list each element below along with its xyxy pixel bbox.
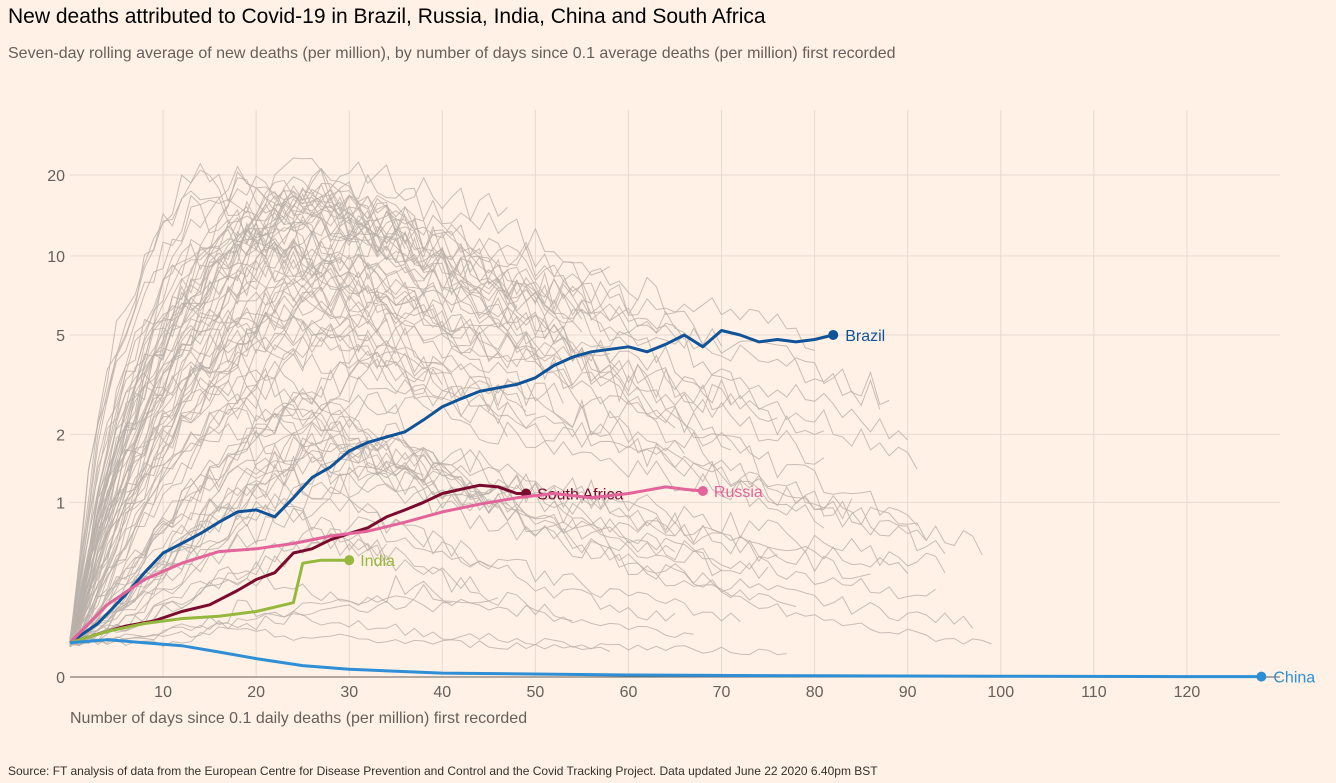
other-country-line — [69, 169, 946, 643]
other-country-line — [69, 173, 611, 640]
other-country-line — [69, 225, 387, 642]
other-country-line — [69, 201, 406, 640]
other-country-line — [69, 309, 443, 646]
other-country-line — [69, 214, 890, 647]
other-country-line — [69, 200, 555, 644]
other-country-line — [69, 221, 462, 645]
chart-title: New deaths attributed to Covid-19 in Bra… — [8, 5, 766, 28]
series-label-india: India — [360, 553, 395, 570]
other-country-line — [69, 294, 574, 639]
other-country-line — [69, 407, 909, 641]
other-country-line — [69, 267, 387, 643]
series-end-point-brazil — [828, 329, 839, 340]
other-country-line — [69, 351, 508, 644]
x-tick-label: 90 — [899, 684, 917, 701]
other-country-line — [69, 448, 676, 647]
x-tick-label: 40 — [433, 684, 451, 701]
other-country-line — [69, 436, 369, 641]
other-country-line — [69, 583, 499, 644]
other-countries — [69, 157, 992, 656]
other-country-line — [69, 194, 592, 647]
x-tick-label: 60 — [620, 684, 638, 701]
other-country-line — [69, 194, 480, 640]
other-country-line — [69, 243, 369, 640]
series-label-china: China — [1273, 670, 1315, 687]
y-tick-label: 5 — [56, 328, 65, 345]
y-tick-label: 10 — [47, 249, 65, 266]
series-line-india — [69, 558, 350, 645]
other-country-line — [69, 466, 741, 644]
other-country-line — [69, 282, 676, 646]
other-country-line — [69, 167, 881, 640]
other-country-line — [69, 376, 871, 643]
x-tick-label: 70 — [713, 684, 731, 701]
other-country-line — [69, 319, 368, 640]
x-tick-label: 50 — [526, 684, 544, 701]
other-country-line — [69, 161, 508, 644]
other-country-line — [69, 245, 732, 646]
other-country-line — [69, 398, 769, 641]
series-india: India — [69, 553, 395, 645]
grid: 0 1 2 5 10 20 10 20 30 40 50 60 70 80 90 100 110 120 — [47, 110, 1280, 701]
other-country-line — [69, 574, 694, 646]
y-tick-label: 20 — [47, 168, 65, 185]
x-tick-label: 80 — [806, 684, 824, 701]
series-end-point-china — [1256, 671, 1267, 682]
other-country-line — [69, 361, 424, 645]
x-axis-label: Number of days since 0.1 daily deaths (p… — [70, 710, 527, 727]
other-country-line — [69, 599, 787, 656]
other-country-line — [69, 317, 853, 643]
other-country-line — [69, 443, 936, 644]
other-country-line — [69, 391, 927, 645]
other-country-line — [69, 252, 518, 645]
other-country-line — [69, 175, 406, 643]
other-country-line — [69, 345, 527, 643]
other-country-line — [69, 402, 676, 648]
y-tick-label: 2 — [56, 427, 65, 444]
x-tick-label: 120 — [1174, 684, 1201, 701]
y-tick-label: 1 — [56, 495, 65, 512]
other-country-line — [69, 516, 490, 644]
x-tick-label: 30 — [340, 684, 358, 701]
series-russia: Russia — [68, 484, 763, 644]
other-country-line — [69, 429, 974, 647]
other-country-line — [69, 243, 778, 642]
series-line-russia — [68, 485, 704, 644]
series-label-south-africa: South Africa — [537, 487, 623, 504]
other-country-line — [69, 186, 722, 644]
chart-subtitle: Seven-day rolling average of new deaths … — [8, 45, 896, 62]
other-country-line — [69, 532, 387, 641]
other-country-line — [69, 167, 760, 641]
series-line-china — [69, 638, 1262, 679]
series-end-point-russia — [697, 485, 708, 496]
series-label-russia: Russia — [714, 484, 763, 501]
other-country-line — [69, 192, 583, 647]
other-country-line — [69, 447, 443, 642]
other-country-line — [69, 165, 918, 646]
series-end-point-india — [344, 555, 355, 566]
x-tick-label: 110 — [1081, 684, 1107, 701]
other-country-line — [69, 162, 368, 646]
x-tick-label: 100 — [987, 684, 1014, 701]
series-line-south-africa — [69, 483, 527, 645]
other-country-line — [69, 209, 518, 645]
series-china: China — [69, 638, 1315, 687]
series-brazil: Brazil — [69, 328, 885, 644]
series-line-brazil — [69, 329, 834, 644]
source-note: Source: FT analysis of data from the Eur… — [8, 764, 878, 778]
y-tick-label: 0 — [56, 670, 65, 687]
series-label-brazil: Brazil — [845, 328, 885, 345]
other-country-line — [69, 190, 918, 639]
other-country-line — [69, 364, 797, 642]
other-country-line — [69, 344, 508, 640]
x-tick-label: 10 — [154, 684, 172, 701]
other-country-line — [69, 179, 909, 647]
other-country-line — [69, 471, 722, 645]
other-country-line — [69, 422, 676, 645]
other-country-line — [69, 189, 815, 639]
x-tick-label: 20 — [247, 684, 265, 701]
